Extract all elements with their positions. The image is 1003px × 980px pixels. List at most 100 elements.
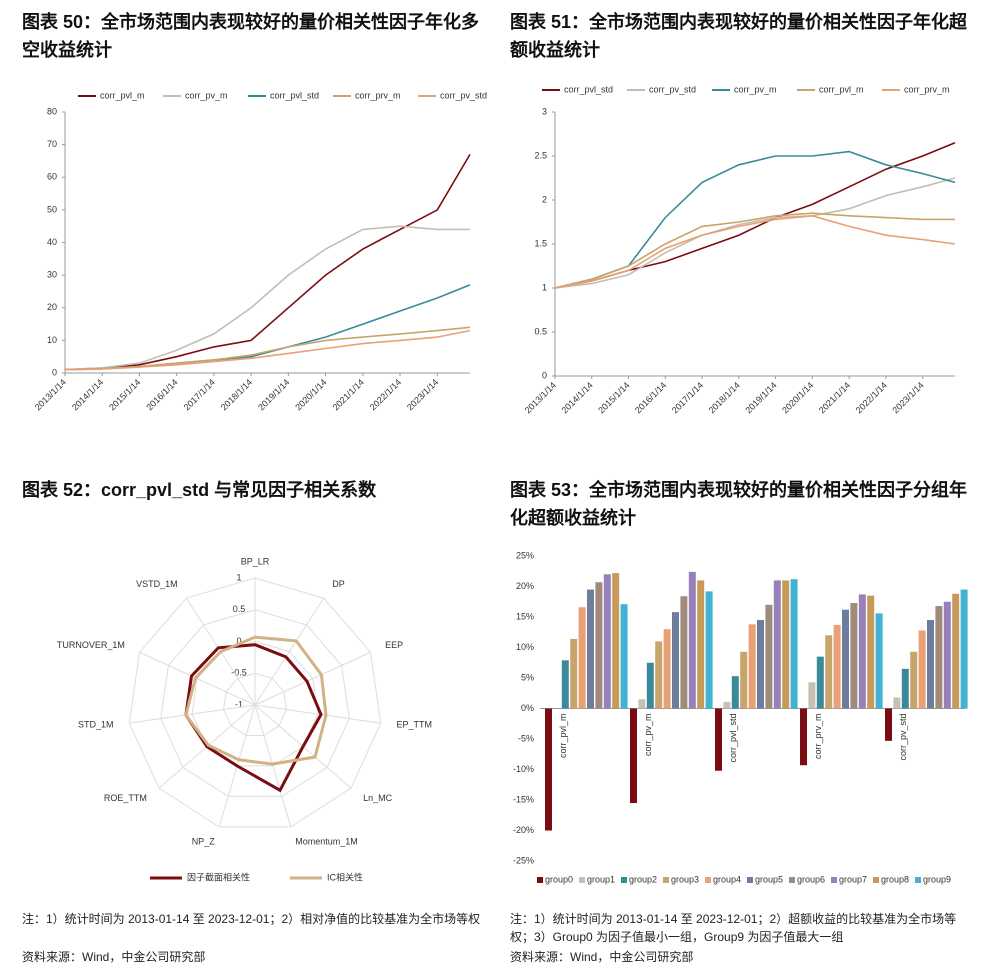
x-tick-label: 2013/1/14	[523, 380, 558, 415]
x-tick-label: 2020/1/14	[780, 380, 815, 415]
legend-swatch	[747, 877, 753, 883]
bar	[910, 651, 918, 709]
legend-label: group0	[545, 874, 573, 884]
bar	[952, 593, 960, 709]
x-tick-label: 2022/1/14	[854, 380, 889, 415]
y-tick-label: 60	[47, 172, 57, 182]
bar	[646, 662, 654, 709]
source: 资料来源：Wind，中金公司研究部	[510, 950, 694, 964]
r-tick-label: 0	[236, 636, 241, 646]
chart-title: 图表 51：全市场范围内表现较好的量价相关性因子年化超额收益统计	[510, 12, 968, 60]
bar	[603, 574, 611, 709]
bar	[740, 651, 748, 709]
y-tick-label: 1.5	[534, 238, 547, 248]
bar	[612, 573, 620, 709]
bar	[935, 606, 943, 709]
line-series	[64, 284, 471, 371]
x-tick-label: 2019/1/14	[743, 380, 778, 415]
line-series	[554, 142, 956, 289]
legend-label: corr_pvl_m	[100, 90, 145, 100]
y-tick-label: -25%	[513, 855, 534, 865]
legend-swatch	[831, 877, 837, 883]
bar	[885, 708, 892, 741]
axis-label: EEP	[385, 640, 403, 650]
legend-label: corr_pv_m	[185, 90, 228, 100]
y-tick-label: 2	[542, 194, 547, 204]
bar	[800, 708, 807, 766]
x-tick-label: corr_pv_m	[643, 714, 653, 757]
legend-swatch	[789, 877, 795, 883]
x-tick-label: 2014/1/14	[70, 377, 105, 412]
bar	[757, 620, 764, 709]
y-tick-label: 70	[47, 139, 57, 149]
legend-label: 因子截面相关性	[187, 871, 250, 882]
y-tick-label: 20%	[516, 581, 534, 591]
y-tick-label: 40	[47, 237, 57, 247]
bar	[960, 589, 968, 709]
line-series	[64, 225, 470, 371]
legend-label: group8	[881, 874, 909, 884]
note: 注：1）统计时间为 2013-01-14 至 2023-12-01；2）超额收益…	[510, 912, 957, 944]
legend-label: group1	[587, 874, 615, 884]
x-tick-label: 2015/1/14	[107, 377, 142, 412]
r-tick-label: -1	[235, 699, 243, 709]
note: 注：1）统计时间为 2013-01-14 至 2023-12-01；2）相对净值…	[22, 912, 481, 926]
legend-label: group2	[629, 874, 657, 884]
y-tick-label: 30	[47, 270, 57, 280]
axis-label: Ln_MC	[363, 793, 393, 803]
y-tick-label: 0	[542, 370, 547, 380]
axis-label: Momentum_1M	[295, 837, 358, 847]
x-tick-label: 2023/1/14	[405, 377, 440, 412]
radar-spoke	[254, 704, 381, 724]
bar	[578, 607, 586, 709]
legend-label: corr_prv_m	[904, 84, 950, 94]
x-tick-label: 2023/1/14	[890, 380, 925, 415]
bar	[773, 580, 781, 709]
radar-ring	[223, 672, 287, 736]
x-tick-label: 2021/1/14	[331, 377, 366, 412]
legend-label: group5	[755, 874, 783, 884]
bar	[867, 595, 875, 709]
source: 资料来源：Wind，中金公司研究部	[22, 950, 206, 964]
x-tick-label: 2022/1/14	[368, 377, 403, 412]
axis-label: EP_TTM	[397, 720, 433, 730]
bar	[731, 676, 739, 709]
legend-swatch	[705, 877, 711, 883]
x-tick-label: 2020/1/14	[293, 377, 328, 412]
bar	[672, 612, 679, 709]
bar	[901, 668, 909, 709]
legend-label: corr_pv_std	[649, 84, 696, 94]
x-tick-label: 2021/1/14	[817, 380, 852, 415]
legend-label: corr_prv_m	[355, 90, 401, 100]
line-series	[554, 214, 956, 289]
x-tick-label: corr_pvl_std	[728, 714, 738, 763]
legend-swatch	[873, 877, 879, 883]
line-series	[554, 177, 956, 289]
bar	[697, 580, 705, 709]
y-tick-label: 10%	[516, 642, 534, 652]
bar	[680, 596, 688, 709]
line-series	[64, 153, 471, 371]
legend-swatch	[915, 877, 921, 883]
axis-label: DP	[332, 579, 345, 589]
bar	[825, 635, 833, 709]
legend-swatch	[621, 877, 627, 883]
bar	[748, 624, 756, 709]
legend-swatch	[537, 877, 543, 883]
y-tick-label: -20%	[513, 825, 534, 835]
x-tick-label: 2017/1/14	[182, 377, 217, 412]
radar-spoke	[254, 651, 371, 706]
x-tick-label: 2018/1/14	[707, 380, 742, 415]
legend-label: group4	[713, 874, 741, 884]
bar	[782, 580, 790, 709]
legend-swatch	[663, 877, 669, 883]
r-tick-label: -0.5	[231, 668, 247, 678]
bar	[918, 630, 926, 709]
legend-swatch	[579, 877, 585, 883]
axis-label: TURNOVER_1M	[57, 640, 125, 650]
bar	[715, 708, 722, 771]
radar-ring	[128, 577, 382, 828]
x-tick-label: corr_pvl_m	[558, 714, 568, 759]
bar	[705, 591, 713, 709]
